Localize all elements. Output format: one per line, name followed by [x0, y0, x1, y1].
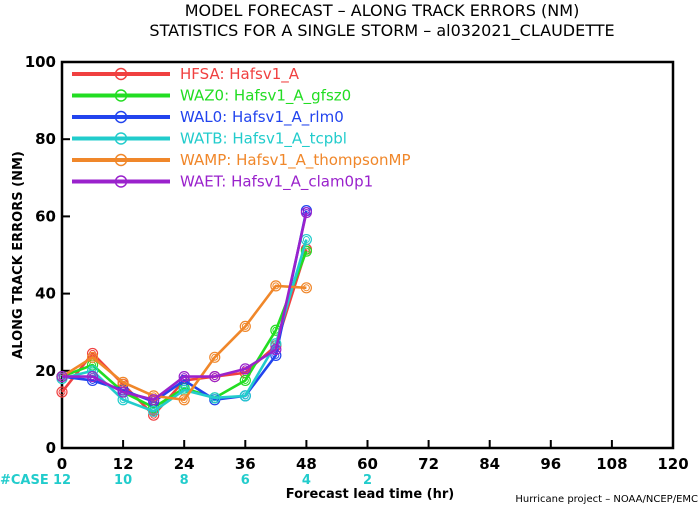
- data-point-inner-wamp: [119, 378, 127, 386]
- data-point-inner-waet: [272, 346, 280, 354]
- series-lines: [56, 205, 312, 421]
- y-tick-label: 100: [25, 53, 56, 71]
- data-point-inner-wamp: [211, 353, 219, 361]
- chart-title: MODEL FORECAST – ALONG TRACK ERRORS (NM): [185, 1, 580, 20]
- y-axis-label: ALONG TRACK ERRORS (NM): [11, 151, 26, 359]
- x-tick-label: 60: [357, 455, 378, 473]
- data-point-waet: [86, 370, 99, 383]
- data-point-inner-wamp: [302, 284, 310, 292]
- data-point-wamp: [178, 394, 190, 406]
- case-counts: #CASE 12 10 8 6 4 2: [0, 473, 372, 488]
- data-point-waz0: [300, 245, 312, 257]
- data-point-watb: [209, 392, 221, 404]
- chart-subtitle: STATISTICS FOR A SINGLE STORM – al032021…: [149, 21, 614, 41]
- data-point-inner-waet: [180, 373, 188, 381]
- case-count-value: 10: [114, 473, 132, 488]
- data-point-inner-wamp: [241, 322, 249, 330]
- legend-label: WAET: Hafsv1_A_clam0p1: [180, 173, 373, 192]
- series-line-wamp: [61, 284, 307, 402]
- case-count-value: 12: [53, 473, 71, 488]
- x-tick-label: 12: [113, 455, 134, 473]
- credit-text: Hurricane project – NOAA/NCEP/EMC: [515, 494, 698, 505]
- data-point-waet: [300, 206, 312, 219]
- data-point-waz0: [239, 374, 251, 387]
- data-point-inner-hfsa: [58, 388, 66, 396]
- x-tick-label: 120: [657, 455, 688, 473]
- legend-label: WATB: Hafsv1_A_tcpbl: [180, 130, 347, 149]
- data-point-watb: [239, 390, 251, 402]
- case-count-value: 4: [302, 473, 311, 488]
- x-tick-label: 84: [479, 455, 500, 473]
- data-point-waet: [209, 370, 221, 383]
- series-wamp: [56, 280, 312, 406]
- y-tick-label: 80: [35, 130, 56, 148]
- x-tick-label: 48: [296, 455, 317, 473]
- legend-swatch-marker: [114, 153, 128, 167]
- legend-swatch-marker: [114, 110, 128, 124]
- data-point-wamp: [300, 282, 312, 294]
- data-point-wamp: [86, 351, 99, 363]
- data-point-inner-wamp: [89, 353, 97, 361]
- legend-swatch-marker: [114, 67, 128, 81]
- plot-axes: [60, 60, 675, 450]
- series-waet: [56, 206, 312, 406]
- case-count-value: 6: [241, 473, 250, 488]
- y-tick-label: 0: [46, 439, 56, 457]
- data-point-waet: [178, 370, 190, 383]
- plot-frame: [60, 60, 675, 450]
- case-count-value: 8: [180, 473, 189, 488]
- legend-label: WAL0: Hafsv1_A_rlm0: [180, 108, 344, 127]
- legend-swatch-marker: [114, 132, 128, 145]
- y-tick-label: 20: [35, 362, 56, 380]
- data-point-inner-waet: [58, 373, 66, 381]
- series-line-waet: [62, 212, 308, 402]
- x-tick-label: 72: [418, 455, 439, 473]
- data-point-inner-watb: [211, 394, 219, 402]
- tick-labels: 0 20 40 60 80 100 0 12 24 36 48 60 72 84 96 108 120: [25, 53, 689, 473]
- legend-label: WAMP: Hafsv1_A_thompsonMP: [180, 151, 411, 170]
- data-point-inner-waet: [302, 209, 310, 217]
- y-tick-label: 60: [35, 207, 56, 225]
- data-point-inner-waet: [150, 396, 158, 404]
- y-tick-label: 40: [35, 285, 56, 303]
- data-point-inner-wamp: [272, 282, 280, 290]
- legend-swatch-marker: [114, 175, 128, 188]
- data-point-wamp: [239, 320, 251, 333]
- x-tick-label: 36: [235, 455, 256, 473]
- x-axis-label: Forecast lead time (hr): [286, 487, 454, 502]
- data-point-inner-waz0: [241, 376, 249, 384]
- case-count-value: 2: [363, 473, 372, 488]
- data-point-waet: [56, 370, 68, 383]
- data-point-waet: [148, 394, 160, 406]
- data-point-waet: [270, 343, 282, 356]
- data-point-inner-watb: [180, 386, 188, 394]
- data-point-inner-waet: [211, 373, 219, 381]
- data-point-inner-watb: [150, 407, 158, 415]
- x-tick-label: 108: [596, 455, 627, 473]
- legend-label: HFSA: Hafsv1_A: [180, 65, 300, 84]
- x-tick-label: 0: [57, 455, 67, 473]
- data-point-inner-wamp: [180, 396, 188, 404]
- data-point-waet: [239, 363, 251, 375]
- data-point-wamp: [209, 351, 221, 363]
- data-point-inner-waet: [241, 365, 249, 373]
- data-point-waet: [117, 386, 129, 398]
- legend-label: WAZ0: Hafsv1_A_gfsz0: [180, 87, 351, 106]
- series-line-wal0: [61, 210, 308, 403]
- data-point-inner-watb: [302, 236, 310, 244]
- case-count-label: #CASE: [0, 473, 49, 488]
- series-line-waz0: [61, 250, 308, 409]
- legend: HFSA: Hafsv1_A WAZ0: Hafsv1_A_gfsz0 WAL0: …: [72, 65, 411, 192]
- data-point-inner-waet: [89, 373, 97, 381]
- x-tick-label: 24: [174, 455, 195, 473]
- data-point-wamp: [270, 280, 282, 292]
- data-point-watb: [148, 405, 160, 417]
- data-point-inner-waet: [119, 388, 127, 396]
- data-point-inner-watb: [241, 392, 249, 400]
- data-point-hfsa: [56, 386, 68, 398]
- x-tick-label: 96: [540, 455, 561, 473]
- legend-swatch-marker: [114, 89, 128, 102]
